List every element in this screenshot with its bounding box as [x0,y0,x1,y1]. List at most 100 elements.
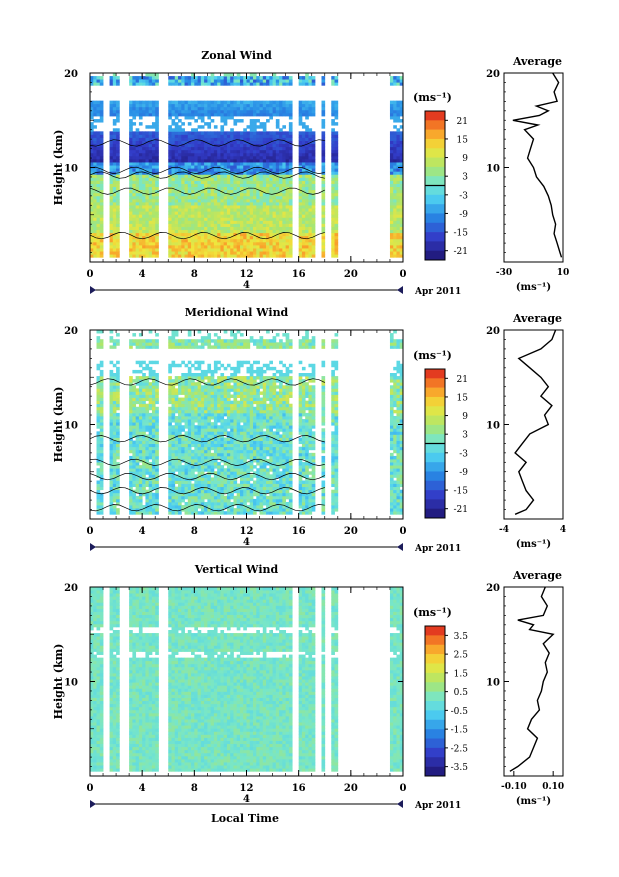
heatmap-cell [188,493,192,496]
heatmap-cell [201,385,205,388]
heatmap-cell [139,199,143,202]
heatmap-cell [110,401,114,404]
heatmap-cell [263,110,267,113]
heatmap-cell [149,465,153,468]
heatmap-cell [243,227,247,230]
heatmap-cell [139,471,143,474]
heatmap-cell [136,401,140,404]
heatmap-cell [201,388,205,391]
heatmap-cell [253,193,257,196]
heatmap-cell [110,159,114,162]
heatmap-cell [93,208,97,211]
heatmap-cell [214,230,218,233]
heatmap-cell [227,223,231,226]
heatmap-cell [276,168,280,171]
heatmap-cell [155,196,159,199]
heatmap-cell [260,107,264,110]
heatmap-cell [152,370,156,373]
heatmap-cell [396,113,400,116]
heatmap-cell [129,205,133,208]
heatmap-cell [230,187,234,190]
heatmap-cell [269,79,273,82]
heatmap-cell [175,502,179,505]
heatmap-cell [335,220,339,223]
heatmap-cell [220,116,224,119]
heatmap-cell [227,239,231,242]
heatmap-cell [321,79,325,82]
heatmap-cell [116,342,120,345]
heatmap-cell [256,162,260,165]
heatmap-cell [214,385,218,388]
y-tick-label: 10 [64,164,78,175]
heatmap-cell [188,484,192,487]
heatmap-cell [152,385,156,388]
heatmap-cell [168,505,172,508]
heatmap-cell [149,413,153,416]
heatmap-cell [110,382,114,385]
heatmap-cell [116,471,120,474]
heatmap-cell [198,165,202,168]
heatmap-cell [116,236,120,239]
heatmap-cell [142,82,146,85]
heatmap-cell [390,79,394,82]
average-profile-line [513,73,562,257]
heatmap-cell [214,202,218,205]
heatmap-cell [393,208,397,211]
heatmap-cell [145,177,149,180]
heatmap-cell [139,242,143,245]
heatmap-cell [243,147,247,150]
heatmap-cell [198,407,202,410]
heatmap-cell [181,101,185,104]
heatmap-cell [155,205,159,208]
heatmap-cell [211,462,215,465]
heatmap-cell [390,242,394,245]
heatmap-cell [145,174,149,177]
heatmap-cell [129,199,133,202]
heatmap-cell [155,131,159,134]
heatmap-cell [168,453,172,456]
heatmap-cell [198,484,202,487]
heatmap-cell [260,174,264,177]
heatmap-cell [145,484,149,487]
heatmap-cell [136,82,140,85]
heatmap-cell [224,239,228,242]
heatmap-cell [312,159,316,162]
heatmap-cell [185,147,189,150]
heatmap-cell [243,110,247,113]
heatmap-cell [168,376,172,379]
heatmap-cell [256,248,260,251]
heatmap-cell [214,502,218,505]
heatmap-cell [227,217,231,220]
heatmap-cell [335,110,339,113]
heatmap-cell [269,180,273,183]
heatmap-cell [175,376,179,379]
heatmap-cell [93,202,97,205]
heatmap-cell [136,223,140,226]
heatmap-cell [250,242,254,245]
heatmap-cell [253,177,257,180]
heatmap-cell [139,156,143,159]
heatmap-cell [155,345,159,348]
heatmap-cell [312,214,316,217]
heatmap-cell [178,339,182,342]
heatmap-cell [211,499,215,502]
heatmap-cell [175,211,179,214]
heatmap-cell [393,211,397,214]
heatmap-cell [116,431,120,434]
heatmap-cell [129,391,133,394]
heatmap-cell [211,248,215,251]
heatmap-cell [220,211,224,214]
heatmap-cell [97,162,101,165]
heatmap-cell [129,128,133,131]
heatmap-cell [217,242,221,245]
heatmap-cell [201,162,205,165]
heatmap-cell [178,107,182,110]
heatmap-cell [233,177,237,180]
heatmap-cell [269,184,273,187]
heatmap-cell [204,339,208,342]
heatmap-cell [282,159,286,162]
heatmap-cell [217,82,221,85]
heatmap-cell [100,101,104,104]
heatmap-cell [172,336,176,339]
heatmap-cell [185,177,189,180]
